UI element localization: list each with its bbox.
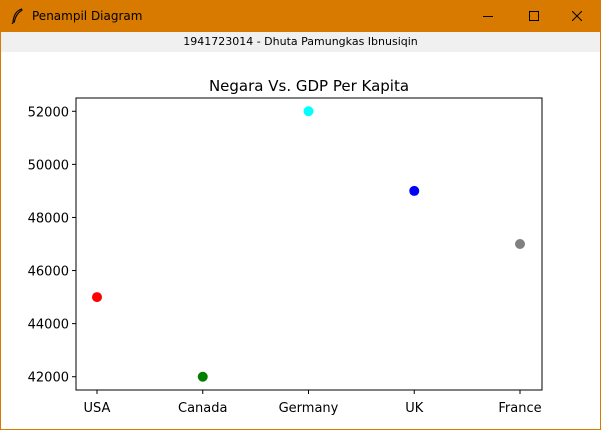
y-tick-label: 42000: [28, 371, 69, 386]
plot-area: [75, 97, 543, 391]
y-tick-label: 50000: [28, 158, 69, 173]
title-bar[interactable]: Penampil Diagram: [1, 0, 600, 32]
student-label: 1941723014 - Dhuta Pamungkas Ibnusiqin: [1, 32, 600, 52]
close-button[interactable]: [554, 0, 600, 32]
x-tick-label-usa: USA: [84, 401, 111, 416]
x-tick-label-germany: Germany: [279, 401, 339, 416]
x-tick-label-france: France: [498, 401, 541, 416]
minimize-icon: [483, 11, 493, 21]
data-point-canada: [197, 371, 208, 382]
x-tick-label-canada: Canada: [178, 401, 227, 416]
feather-icon: [10, 8, 24, 25]
maximize-icon: [529, 11, 539, 21]
maximize-button[interactable]: [511, 0, 557, 32]
y-tick-label: 48000: [28, 211, 69, 226]
data-point-germany: [303, 106, 314, 117]
minimize-button[interactable]: [465, 0, 511, 32]
data-point-uk: [409, 185, 420, 196]
scatter-chart: Negara Vs. GDP Per Kapita 42000 44000 4600…: [28, 77, 543, 416]
y-tick-label: 46000: [28, 265, 69, 280]
data-points: [92, 106, 525, 382]
data-point-usa: [92, 292, 102, 303]
x-tick-label-uk: UK: [405, 401, 424, 416]
data-point-france: [515, 239, 525, 249]
y-tick-label: 44000: [28, 318, 69, 333]
x-axis: USA Canada Germany UK France: [84, 390, 542, 416]
close-icon: [572, 11, 582, 21]
chart-title: Negara Vs. GDP Per Kapita: [209, 77, 409, 95]
window-title: Penampil Diagram: [32, 9, 143, 23]
y-axis: 42000 44000 46000 48000 50000 52000: [28, 105, 76, 386]
y-tick-label: 52000: [28, 105, 69, 120]
